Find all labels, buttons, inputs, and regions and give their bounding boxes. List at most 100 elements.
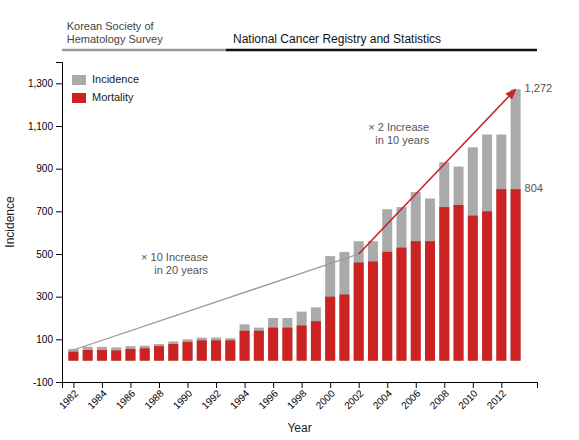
bar [425, 199, 435, 361]
bar [211, 340, 221, 360]
x-tick-mark [330, 382, 331, 388]
y-tick-label: 900 [36, 163, 53, 174]
guide-line [359, 89, 516, 254]
x-tick-label: 2012 [485, 387, 509, 411]
bar [511, 189, 521, 361]
bar [368, 241, 378, 360]
y-tick: 100 [36, 334, 62, 345]
bar [411, 192, 421, 361]
y-tick-label: 300 [36, 291, 53, 302]
y-axis: -100 100 300 500 700 900 1,100 1,300 [28, 63, 63, 388]
bar [425, 241, 435, 360]
header-text: Korean Society ofHematology Survey [67, 20, 163, 45]
x-tick-mark [273, 382, 274, 388]
bar [68, 349, 78, 361]
y-tick: 500 [36, 249, 62, 260]
bar [311, 321, 321, 360]
bar [282, 318, 292, 361]
x-tick: 1994 [228, 382, 252, 411]
x-tick: 2004 [371, 382, 395, 411]
bar [325, 256, 335, 361]
bar [396, 248, 406, 361]
x-tick-mark [73, 382, 74, 388]
bar [468, 216, 478, 361]
bar [297, 312, 307, 361]
bar [225, 338, 235, 360]
y-tick-label: 1,100 [28, 121, 53, 132]
y-tick-label: 700 [36, 206, 53, 217]
bar [254, 331, 264, 361]
y-axis-line [56, 63, 63, 383]
bar [496, 135, 506, 361]
bar [368, 261, 378, 360]
bar [439, 162, 449, 360]
x-tick-label: 2010 [456, 387, 480, 411]
bar-series [68, 189, 520, 361]
x-tick: 2012 [485, 382, 509, 411]
x-tick-mark [416, 382, 417, 388]
x-tick-mark [444, 382, 445, 388]
x-tick-mark [159, 382, 160, 388]
y-tick-mark [56, 382, 62, 383]
x-tick-mark [501, 382, 502, 388]
bar [482, 135, 492, 361]
x-tick-label: 2000 [314, 387, 338, 411]
x-tick: 1982 [57, 382, 81, 411]
x-tick-label: 1988 [142, 387, 166, 411]
x-tick-label: 1994 [228, 387, 252, 411]
bar [211, 338, 221, 361]
y-tick: 1,300 [28, 78, 62, 89]
y-tick: 700 [36, 206, 62, 217]
bar [154, 346, 164, 361]
header-text: National Cancer Registry and Statistics [233, 32, 441, 46]
y-tick: 300 [36, 291, 62, 302]
plot: 1982198419861988199019921994199619982000… [3, 20, 552, 435]
bar [83, 347, 93, 361]
y-axis-title: Incidence [3, 196, 17, 248]
y-tick-label: -100 [33, 377, 53, 388]
x-tick-label: 1990 [171, 387, 195, 411]
bar [183, 342, 193, 361]
y-tick-label: 500 [36, 249, 53, 260]
data-labels: 1,272804 [525, 82, 553, 194]
legend-label: Incidence [92, 73, 139, 85]
bar [168, 341, 178, 360]
x-tick-label: 1992 [199, 387, 223, 411]
x-tick: 1990 [171, 382, 195, 411]
bar [482, 211, 492, 360]
x-tick: 2006 [399, 382, 423, 411]
x-tick: 1998 [285, 382, 309, 411]
bar [454, 167, 464, 361]
bar [254, 328, 264, 361]
x-tick-mark [216, 382, 217, 388]
header-rule [62, 49, 226, 52]
x-tick-label: 1984 [85, 387, 109, 411]
x-tick-label: 1986 [114, 387, 138, 411]
annotations: × 10 Increasein 20 years× 2 Increasein 1… [141, 121, 430, 276]
data-label: 804 [525, 182, 543, 194]
bar-series [68, 89, 520, 360]
bar [111, 350, 121, 360]
x-tick: 1992 [199, 382, 223, 411]
bar [140, 348, 150, 360]
legend: IncidenceMortality [72, 73, 139, 103]
bar [83, 350, 93, 361]
bar [297, 325, 307, 360]
bar [339, 252, 349, 361]
bar [382, 209, 392, 360]
bar [97, 350, 107, 361]
bar [354, 241, 364, 360]
bar [496, 189, 506, 361]
header: Korean Society ofHematology Survey Nation… [62, 20, 537, 50]
bar [240, 331, 250, 361]
y-tick-mark [56, 83, 62, 84]
y-tick-label: 100 [36, 334, 53, 345]
x-tick: 2000 [314, 382, 338, 411]
x-tick-label: 1982 [57, 387, 81, 411]
header-rule [226, 49, 537, 52]
bar [454, 205, 464, 361]
bar [197, 340, 207, 360]
bar [97, 347, 107, 361]
bar [268, 328, 278, 361]
x-tick-mark [302, 382, 303, 388]
